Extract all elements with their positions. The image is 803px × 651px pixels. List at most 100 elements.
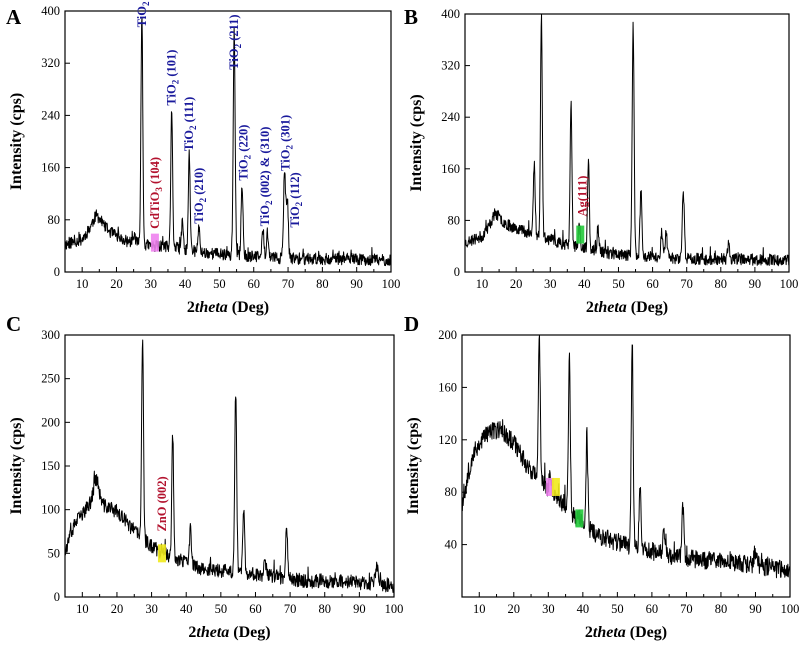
y-axis-title: Intensity (cps): [8, 417, 25, 514]
y-tick-label: 50: [48, 546, 61, 560]
x-tick-label: 50: [215, 602, 228, 616]
x-axis-title: 2theta (Deg): [586, 299, 668, 316]
peak-highlight-marker: [575, 509, 584, 528]
y-axis-title: Intensity (cps): [8, 93, 25, 190]
x-tick-label: 70: [680, 277, 693, 291]
plot-frame-B: [464, 13, 790, 273]
peak-highlight-marker: [551, 477, 560, 496]
peak-highlight-marker: [576, 225, 585, 244]
x-tick-label: 60: [646, 602, 659, 616]
panel-letter-A: A: [6, 5, 22, 29]
x-tick-label: 90: [749, 602, 762, 616]
xrd-trace-A: [64, 17, 392, 267]
y-tick-label: 80: [445, 485, 458, 499]
xrd-trace-C: [64, 339, 395, 593]
panel-A: A 10 20 30 40 50 60 70 80 90 100 0 80 160 240 320 400 2th…: [6, 0, 400, 316]
y-tick-label: 120: [438, 433, 457, 447]
x-tick-label: 100: [780, 277, 799, 291]
x-tick-label: 60: [247, 277, 260, 291]
peak-annotation: Ag(111): [575, 176, 589, 217]
x-tick-label: 40: [179, 277, 192, 291]
x-tick-label: 30: [542, 602, 555, 616]
x-tick-label: 100: [385, 602, 404, 616]
panel-D: D 10 20 30 40 50 60 70 80 90 100 40 80 120 160 200 2thet…: [404, 312, 799, 641]
x-axis-title: 2theta (Deg): [187, 299, 269, 316]
peak-annotation: TiO2 (110): [135, 0, 151, 27]
peak-annotation: TiO2 (220): [236, 125, 252, 181]
x-tick-label: 40: [578, 277, 591, 291]
peak-annotation: TiO2 (301): [279, 115, 295, 171]
y-tick-label: 100: [41, 503, 60, 517]
y-tick-label: 320: [441, 59, 460, 73]
y-tick-label: 80: [48, 213, 61, 227]
x-tick-label: 70: [680, 602, 693, 616]
peak-annotation: TiO2 (112): [288, 172, 304, 227]
x-tick-label: 30: [544, 277, 557, 291]
x-tick-label: 90: [353, 602, 366, 616]
y-tick-label: 320: [41, 56, 60, 70]
panel-letter-B: B: [404, 5, 418, 29]
y-tick-label: 250: [41, 372, 60, 386]
x-tick-label: 50: [213, 277, 226, 291]
panel-letter-D: D: [404, 312, 419, 336]
plot-frame-D: [461, 334, 791, 598]
x-tick-label: 90: [350, 277, 363, 291]
y-axis-title: Intensity (cps): [408, 94, 425, 191]
y-tick-label: 80: [448, 213, 461, 227]
peak-highlight-marker: [150, 233, 159, 252]
y-tick-label: 160: [438, 380, 457, 394]
x-tick-label: 20: [508, 602, 521, 616]
y-tick-label: 400: [41, 4, 60, 18]
panel-C: C 10 20 30 40 50 60 70 80 90 100 0 50 100 150 200 250 300…: [6, 312, 403, 641]
y-tick-label: 400: [441, 7, 460, 21]
y-tick-label: 0: [454, 265, 460, 279]
x-tick-label: 80: [715, 602, 728, 616]
x-tick-label: 60: [646, 277, 659, 291]
x-tick-label: 80: [316, 277, 329, 291]
x-tick-label: 80: [318, 602, 331, 616]
x-axis-title: 2theta (Deg): [188, 624, 270, 641]
peak-annotation: TiO2 (002) & (310): [258, 127, 274, 227]
x-tick-label: 100: [781, 602, 800, 616]
x-tick-label: 100: [382, 277, 401, 291]
x-tick-label: 10: [76, 602, 89, 616]
x-tick-label: 40: [577, 602, 590, 616]
xrd-trace-D: [461, 334, 791, 579]
x-tick-label: 40: [180, 602, 193, 616]
x-tick-label: 10: [76, 277, 89, 291]
y-tick-label: 40: [445, 538, 458, 552]
y-tick-label: 200: [438, 328, 457, 342]
y-tick-label: 160: [441, 162, 460, 176]
plot-frame-A: [64, 10, 392, 273]
y-tick-label: 0: [54, 590, 60, 604]
plot-frame-C: [64, 334, 395, 598]
x-tick-label: 10: [473, 602, 486, 616]
x-tick-label: 20: [110, 277, 123, 291]
y-tick-label: 160: [41, 161, 60, 175]
x-tick-label: 70: [284, 602, 297, 616]
x-tick-label: 60: [249, 602, 262, 616]
xrd-trace-B: [464, 13, 790, 267]
y-axis-title: Intensity (cps): [405, 417, 422, 514]
panel-letter-C: C: [6, 312, 21, 336]
x-tick-label: 20: [111, 602, 124, 616]
y-tick-label: 200: [41, 415, 60, 429]
peak-annotation: CdTiO3 (104): [148, 157, 164, 229]
x-tick-label: 30: [145, 602, 158, 616]
x-axis-title: 2theta (Deg): [585, 624, 667, 641]
x-tick-label: 90: [749, 277, 762, 291]
x-tick-label: 30: [145, 277, 158, 291]
x-tick-label: 10: [476, 277, 489, 291]
peak-highlight-marker: [157, 544, 166, 563]
peak-annotation: TiO2 (211): [227, 14, 243, 69]
peak-annotation: TiO2 (111): [182, 97, 198, 152]
y-tick-label: 240: [41, 108, 60, 122]
peak-highlight-marker: [546, 477, 555, 496]
x-tick-label: 70: [282, 277, 295, 291]
x-tick-label: 20: [510, 277, 523, 291]
x-tick-label: 50: [612, 277, 625, 291]
peak-annotation: TiO2 (101): [165, 50, 181, 106]
y-tick-label: 150: [41, 459, 60, 473]
y-tick-label: 240: [441, 110, 460, 124]
